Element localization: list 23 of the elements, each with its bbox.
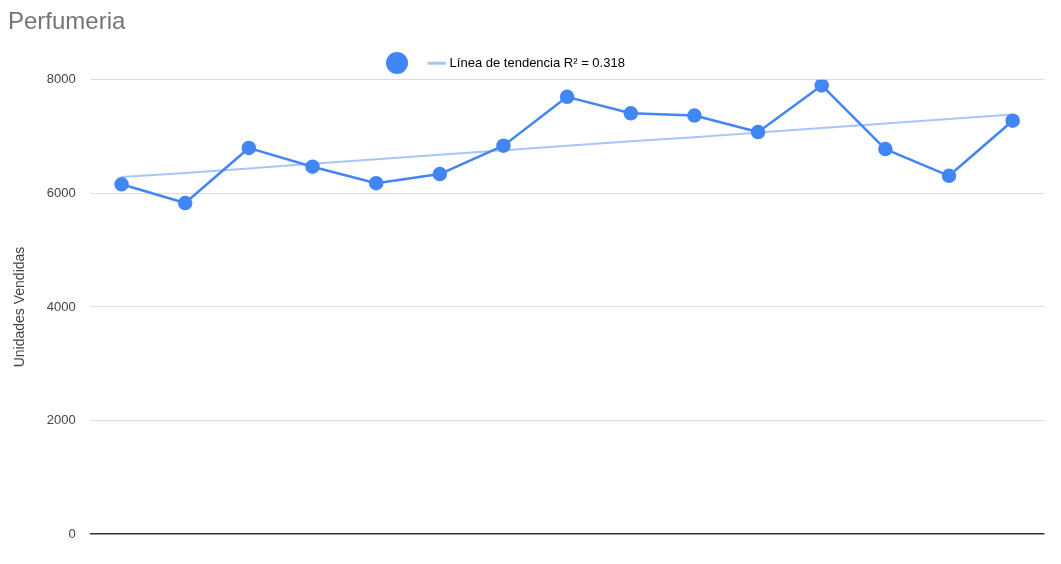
y-tick-label: 2000 bbox=[46, 412, 76, 428]
point bbox=[305, 159, 320, 174]
point bbox=[1005, 113, 1020, 128]
y-tick-label: 6000 bbox=[46, 184, 76, 200]
point bbox=[878, 141, 893, 157]
point bbox=[496, 138, 511, 153]
point bbox=[177, 195, 193, 211]
legend-label: Línea de tendencia R² = 0.318 bbox=[449, 54, 625, 70]
point bbox=[623, 106, 639, 121]
point bbox=[241, 140, 257, 156]
y-tick-label: 4000 bbox=[46, 298, 76, 314]
y-tick-label: 0 bbox=[68, 525, 76, 541]
point bbox=[368, 175, 384, 191]
point bbox=[559, 89, 575, 105]
point bbox=[114, 177, 129, 192]
point bbox=[814, 79, 829, 93]
chart-title: Perfumeria bbox=[8, 7, 127, 35]
point bbox=[687, 108, 702, 123]
point bbox=[432, 166, 448, 182]
y-axis-title: Unidades Vendidas bbox=[11, 246, 28, 368]
y-tick-label: 8000 bbox=[46, 71, 76, 87]
point bbox=[941, 168, 957, 184]
point bbox=[750, 124, 766, 140]
